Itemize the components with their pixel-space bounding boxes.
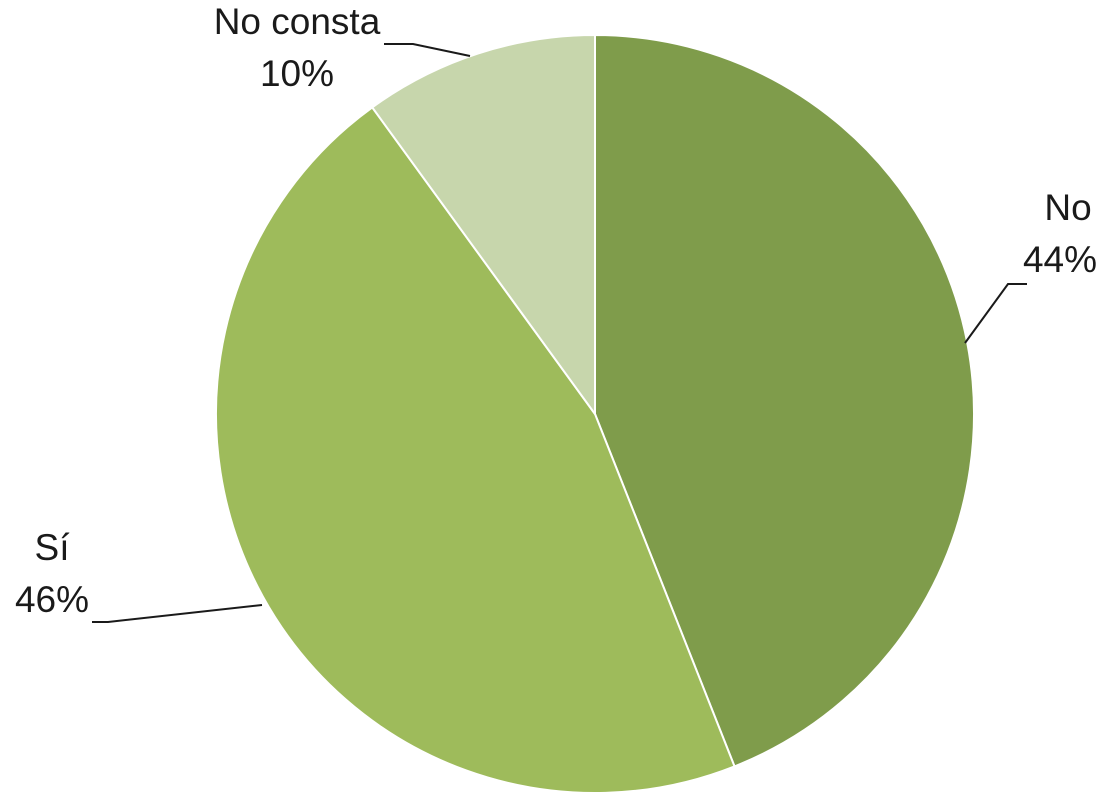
leader-line-no-consta — [384, 43, 471, 57]
slice-labels: No 44% Sí 46% No consta 10% — [15, 1, 1097, 620]
slice-value-no: 44% — [1023, 239, 1097, 280]
leader-line-si — [92, 604, 263, 623]
leader-lines — [92, 43, 1027, 623]
slice-value-si: 46% — [15, 579, 89, 620]
pie-slices — [215, 33, 975, 794]
slice-label-si: Sí — [35, 527, 71, 568]
pie-slice-no — [594, 33, 975, 768]
slice-label-no-consta: No consta — [214, 1, 381, 42]
slice-label-no: No — [1044, 187, 1091, 228]
leader-line-no — [964, 283, 1027, 344]
pie-slice-no-consta — [370, 33, 596, 418]
slice-value-no-consta: 10% — [260, 53, 334, 94]
